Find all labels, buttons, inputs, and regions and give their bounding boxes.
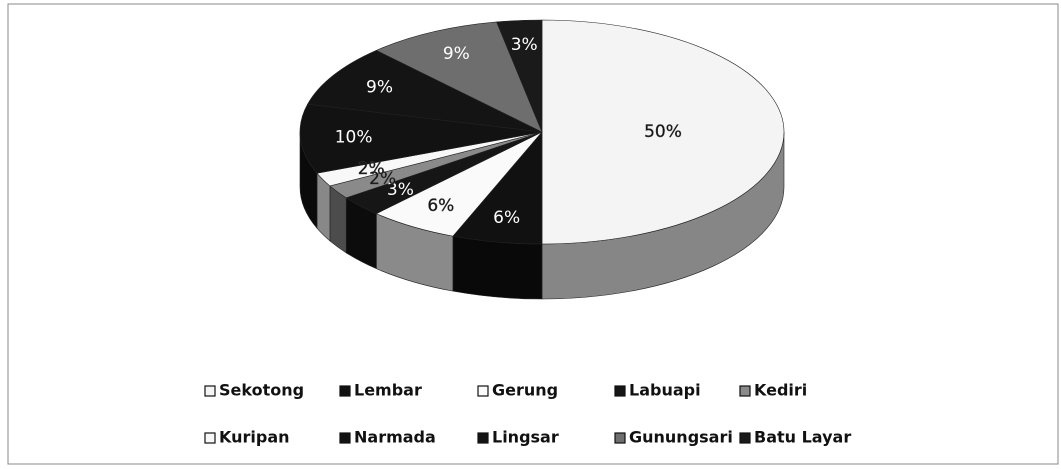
legend-label: Lingsar bbox=[492, 428, 559, 447]
data-label: 6% bbox=[427, 196, 454, 216]
legend-label: Narmada bbox=[354, 428, 436, 447]
slice bbox=[375, 21, 543, 133]
legend-label: Batu Layar bbox=[754, 428, 851, 447]
data-label: 9% bbox=[443, 44, 470, 64]
legend-swatch bbox=[739, 385, 751, 397]
legend-label: Gerung bbox=[492, 381, 558, 400]
legend-label: Kuripan bbox=[219, 428, 290, 447]
legend-label: Kediri bbox=[754, 381, 807, 400]
slice-side bbox=[452, 235, 543, 300]
legend-swatch bbox=[204, 385, 216, 397]
legend-swatch bbox=[739, 432, 751, 444]
slice bbox=[299, 103, 543, 174]
legend-label: Sekotong bbox=[219, 381, 304, 400]
legend-swatch bbox=[339, 385, 351, 397]
legend-label: Gunungsari bbox=[629, 428, 733, 447]
legend-label: Lembar bbox=[354, 381, 422, 400]
legend-swatch bbox=[477, 432, 489, 444]
data-label: 10% bbox=[335, 127, 373, 147]
data-label: 6% bbox=[493, 208, 520, 228]
data-label: 3% bbox=[387, 180, 414, 200]
legend-label: Labuapi bbox=[629, 381, 701, 400]
chart-frame bbox=[7, 3, 1059, 465]
legend-swatch bbox=[614, 385, 626, 397]
slice bbox=[541, 19, 785, 245]
slice bbox=[307, 50, 543, 133]
data-label: 9% bbox=[366, 78, 393, 98]
slice bbox=[496, 19, 543, 133]
legend-swatch bbox=[477, 385, 489, 397]
data-label: 3% bbox=[511, 35, 538, 55]
legend-swatch bbox=[204, 432, 216, 444]
data-label: 2% bbox=[369, 169, 396, 189]
legend-swatch bbox=[339, 432, 351, 444]
data-label: 50% bbox=[644, 122, 682, 142]
data-label: 2% bbox=[358, 159, 385, 179]
legend-swatch bbox=[614, 432, 626, 444]
